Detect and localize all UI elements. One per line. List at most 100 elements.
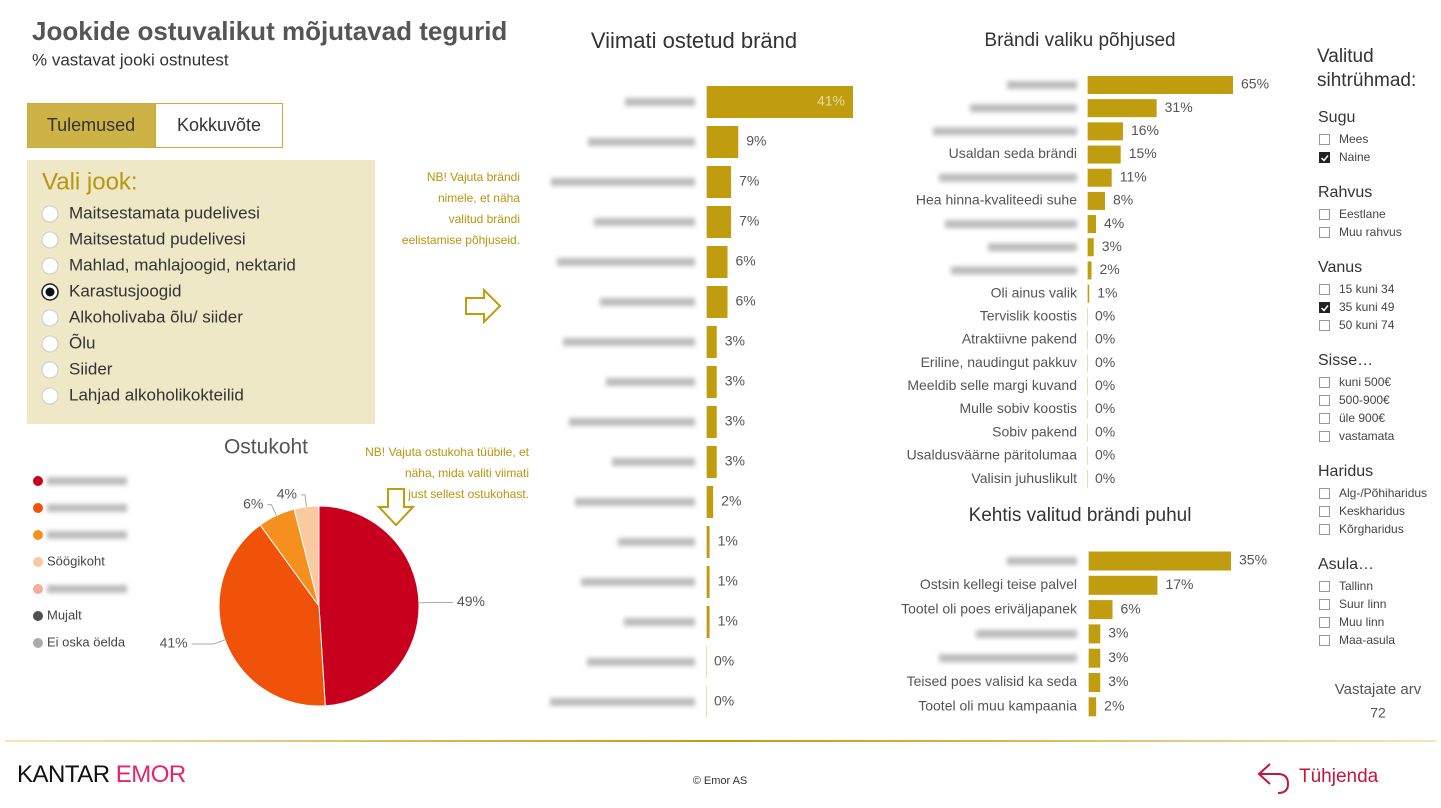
checkbox[interactable]: [1320, 525, 1330, 535]
legend-dot[interactable]: [33, 476, 43, 486]
bar[interactable]: [1087, 215, 1096, 233]
filter-option[interactable]: Eestlane: [1339, 207, 1386, 221]
radio[interactable]: [42, 258, 58, 274]
checkbox[interactable]: [1320, 135, 1330, 145]
radio-label[interactable]: Lahjad alkoholikokteilid: [69, 385, 244, 404]
radio-label[interactable]: Maitsestamata pudelivesi: [69, 203, 260, 222]
filter-option[interactable]: Keskharidus: [1339, 504, 1405, 518]
checkbox[interactable]: [1320, 636, 1330, 646]
filter-option[interactable]: Tallinn: [1339, 579, 1373, 593]
legend-dot[interactable]: [33, 638, 43, 648]
checkbox[interactable]: [1320, 378, 1330, 388]
checkbox[interactable]: [1320, 582, 1330, 592]
bar[interactable]: [706, 126, 738, 158]
checkbox[interactable]: [1320, 396, 1330, 406]
bar[interactable]: [706, 246, 728, 278]
radio-label[interactable]: Alkoholivaba õlu/ siider: [69, 307, 243, 326]
bar[interactable]: [1088, 624, 1100, 643]
bar[interactable]: [1087, 192, 1105, 210]
bar[interactable]: [706, 366, 717, 398]
bar[interactable]: [1087, 169, 1112, 187]
bar[interactable]: [1088, 673, 1100, 692]
bar[interactable]: [706, 166, 731, 198]
category-label[interactable]: Oli ainus valik: [991, 284, 1078, 300]
tab-label[interactable]: Kokkuvõte: [177, 115, 261, 135]
tab-label[interactable]: Tulemused: [47, 115, 135, 135]
category-label[interactable]: Mulle sobiv koostis: [960, 400, 1078, 416]
bar[interactable]: [1087, 99, 1157, 117]
category-label[interactable]: Usaldusväärne päritolumaa: [907, 447, 1078, 463]
category-label[interactable]: Atraktiivne pakend: [962, 331, 1077, 347]
radio[interactable]: [42, 362, 58, 378]
bar[interactable]: [706, 206, 731, 238]
category-label[interactable]: Ostsin kellegi teise palvel: [920, 576, 1077, 592]
checkbox[interactable]: [1320, 432, 1330, 442]
radio-label[interactable]: Õlu: [69, 333, 95, 352]
filter-option[interactable]: Kõrgharidus: [1339, 522, 1404, 536]
checkbox[interactable]: [1320, 507, 1330, 517]
filter-option[interactable]: 500-900€: [1339, 393, 1390, 407]
checkbox[interactable]: [1320, 600, 1330, 610]
legend-dot[interactable]: [33, 584, 43, 594]
checkbox[interactable]: [1320, 414, 1330, 424]
legend-dot[interactable]: [33, 530, 43, 540]
filter-option[interactable]: Mees: [1339, 132, 1368, 146]
checkbox[interactable]: [1320, 228, 1330, 238]
bar[interactable]: [1088, 600, 1113, 619]
radio[interactable]: [42, 388, 58, 404]
filter-option[interactable]: vastamata: [1339, 429, 1395, 443]
filter-option[interactable]: 15 kuni 34: [1339, 282, 1395, 296]
bar[interactable]: [706, 326, 717, 358]
bar[interactable]: [1088, 552, 1231, 571]
filter-option[interactable]: Naine: [1339, 150, 1371, 164]
radio-label[interactable]: Karastusjoogid: [69, 281, 181, 300]
checkbox[interactable]: [1320, 210, 1330, 220]
category-label[interactable]: Teised poes valisid ka seda: [907, 673, 1078, 689]
filter-option[interactable]: 50 kuni 74: [1339, 318, 1395, 332]
radio-label[interactable]: Maitsestatud pudelivesi: [69, 229, 246, 248]
category-label[interactable]: Tervislik koostis: [980, 308, 1077, 324]
category-label[interactable]: Eriline, naudingut pakkuv: [921, 354, 1077, 370]
legend-label[interactable]: Söögikoht: [47, 553, 105, 568]
pie-slice[interactable]: [319, 506, 419, 706]
bar[interactable]: [1087, 238, 1094, 256]
bar[interactable]: [1088, 649, 1100, 668]
checkbox[interactable]: [1320, 489, 1330, 499]
clear-icon[interactable]: [1259, 764, 1288, 793]
filter-option[interactable]: Muu linn: [1339, 615, 1384, 629]
category-label[interactable]: Tootel oli muu kampaania: [918, 698, 1077, 714]
bar[interactable]: [706, 486, 713, 518]
filter-option[interactable]: 35 kuni 49: [1339, 300, 1395, 314]
radio[interactable]: [42, 310, 58, 326]
category-label[interactable]: Hea hinna-kvaliteedi suhe: [916, 192, 1077, 208]
filter-option[interactable]: üle 900€: [1339, 411, 1385, 425]
filter-option[interactable]: Muu rahvus: [1339, 225, 1402, 239]
radio[interactable]: [42, 336, 58, 352]
radio[interactable]: [42, 206, 58, 222]
category-label[interactable]: Tootel oli poes eriväljapanek: [901, 600, 1078, 616]
bar[interactable]: [1087, 146, 1121, 164]
radio-label[interactable]: Mahlad, mahlajoogid, nektarid: [69, 255, 296, 274]
bar[interactable]: [706, 286, 728, 318]
radio[interactable]: [42, 232, 58, 248]
legend-label[interactable]: Mujalt: [47, 607, 82, 622]
radio-label[interactable]: Siider: [69, 359, 113, 378]
category-label[interactable]: Valisin juhuslikult: [971, 470, 1077, 486]
bar[interactable]: [706, 406, 717, 438]
filter-option[interactable]: Maa-asula: [1339, 633, 1395, 647]
legend-label[interactable]: Ei oska öelda: [47, 634, 126, 649]
category-label[interactable]: Meeldib selle margi kuvand: [907, 377, 1077, 393]
checkbox[interactable]: [1320, 618, 1330, 628]
checkbox[interactable]: [1320, 321, 1330, 331]
bar[interactable]: [706, 446, 717, 478]
clear-button[interactable]: Tühjenda: [1299, 766, 1379, 787]
bar[interactable]: [1087, 76, 1233, 94]
category-label[interactable]: Sobiv pakend: [992, 423, 1077, 439]
bar[interactable]: [1088, 697, 1096, 716]
bar[interactable]: [1088, 576, 1157, 595]
filter-option[interactable]: kuni 500€: [1339, 375, 1391, 389]
filter-option[interactable]: Alg-/Põhiharidus: [1339, 486, 1427, 500]
legend-dot[interactable]: [33, 557, 43, 567]
legend-dot[interactable]: [33, 611, 43, 621]
bar[interactable]: [1087, 122, 1123, 140]
